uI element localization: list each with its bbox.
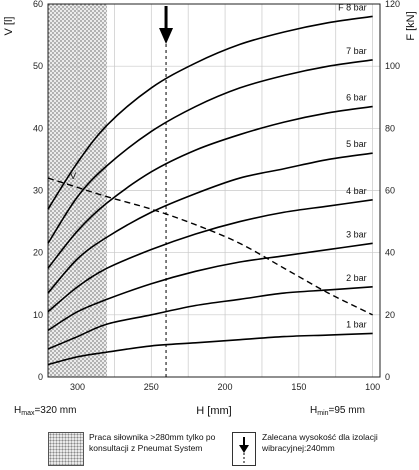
legend-hatched-text: Praca siłownika >280mm tylko po konsulta…	[89, 432, 216, 453]
x-axis-label: H [mm]	[196, 405, 231, 417]
x-tick-label: 250	[144, 382, 159, 392]
series-label-3-bar: 3 bar	[346, 229, 367, 239]
y-left-tick-label: 0	[38, 372, 43, 382]
series-label-2-bar: 2 bar	[346, 273, 367, 283]
y-right-tick-label: 40	[385, 248, 395, 258]
series-label-7-bar: 7 bar	[346, 46, 367, 56]
y-right-tick-label: 60	[385, 186, 395, 196]
series-line-6-bar	[47, 105, 373, 269]
series-line-5-bar	[47, 152, 373, 294]
y-left-tick-label: 20	[33, 248, 43, 258]
series-labels: F 8 bar 7 bar 6 bar 5 bar 4 bar 3 bar 2 bar 1 b…	[70, 2, 366, 329]
y-left-tick-label: 60	[33, 0, 43, 9]
series-label-5-bar: 5 bar	[346, 139, 367, 149]
x-tick-label: 100	[365, 382, 380, 392]
x-tick-label: 200	[218, 382, 233, 392]
series-line-7-bar	[47, 59, 373, 244]
legend-arrow-swatch	[232, 432, 256, 466]
recommended-height-arrow	[159, 6, 174, 377]
x-tick-label: 150	[291, 382, 306, 392]
y-left-tick-label: 10	[33, 310, 43, 320]
plot-frame	[47, 3, 381, 378]
series-label-v: V	[70, 171, 76, 181]
y-left-tick-label: 30	[33, 186, 43, 196]
x-tick-label: 300	[70, 382, 85, 392]
grid	[48, 4, 380, 377]
y-right-tick-label: 0	[385, 372, 390, 382]
series-label-4-bar: 4 bar	[346, 186, 367, 196]
y-right-tick-label: 120	[385, 0, 400, 9]
y-right-tick-label: 80	[385, 123, 395, 133]
y-right-tick-label: 20	[385, 310, 395, 320]
force-volume-chart: 300 250 200 150 100 0 10 20 30 40 50 60 0 20 40 60 80 100…	[3, 0, 417, 417]
y-left-tick-label: 40	[33, 123, 43, 133]
legend-hatched-swatch	[48, 432, 84, 466]
series-line-f-8-bar	[47, 15, 373, 210]
series-label-f-8-bar: F 8 bar	[338, 2, 367, 12]
series-lines	[47, 15, 373, 366]
series-line-4-bar	[47, 199, 373, 313]
legend-arrow-icon	[239, 437, 249, 463]
legend-arrow-text: Zalecana wysokość dla izolacji wibracyjn…	[262, 432, 378, 453]
arrow-head	[159, 28, 174, 44]
h-max-label: Hmax=320 mm	[14, 405, 77, 417]
h-min-label: Hmin=95 mm	[310, 405, 365, 417]
y-axis-left-label: V [l]	[3, 17, 15, 36]
series-line-2-bar	[47, 286, 373, 350]
y-left-tick-label: 50	[33, 61, 43, 71]
y-right-tick-label: 100	[385, 61, 400, 71]
series-label-6-bar: 6 bar	[346, 93, 367, 103]
series-line-3-bar	[47, 242, 373, 332]
series-line-1-bar	[47, 332, 373, 366]
ticks: 300 250 200 150 100 0 10 20 30 40 50 60 0 20 40 60 80 100…	[33, 0, 400, 392]
y-axis-right-label: F [kN]	[405, 11, 417, 40]
series-label-1-bar: 1 bar	[346, 319, 367, 329]
series-line-v	[47, 177, 373, 316]
